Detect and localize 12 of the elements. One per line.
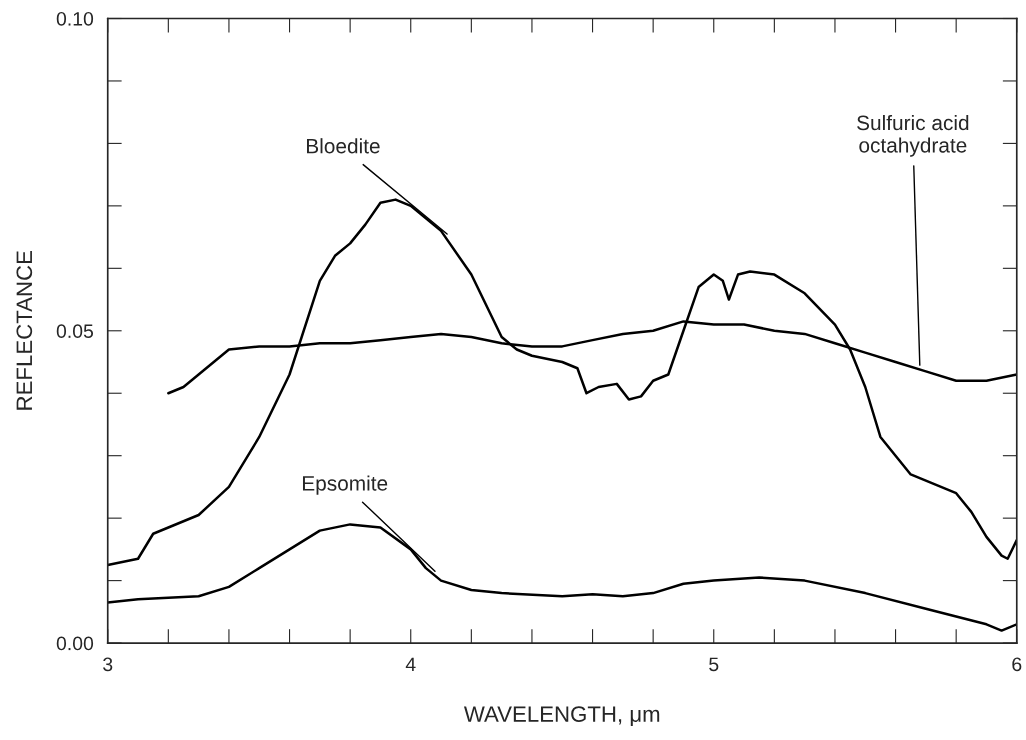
- y-tick-label: 0.00: [56, 636, 94, 651]
- annotation: Epsomite: [302, 475, 388, 495]
- annotation: Bloedite: [307, 138, 380, 154]
- x-tick-label: 5: [709, 657, 719, 672]
- y-tick-label: 0.10: [56, 11, 94, 26]
- x-tick-label: 3: [103, 657, 113, 672]
- x-axis-title: WAVELENGTH, μm: [463, 706, 660, 726]
- annotation: Sulfuric acid octahydrate: [857, 114, 969, 157]
- x-tick-label: 4: [405, 657, 416, 672]
- y-axis-title: REFLECTANCE: [16, 251, 33, 410]
- x-tick-label: 6: [1012, 657, 1022, 672]
- y-tick-label: 0.05: [56, 324, 94, 339]
